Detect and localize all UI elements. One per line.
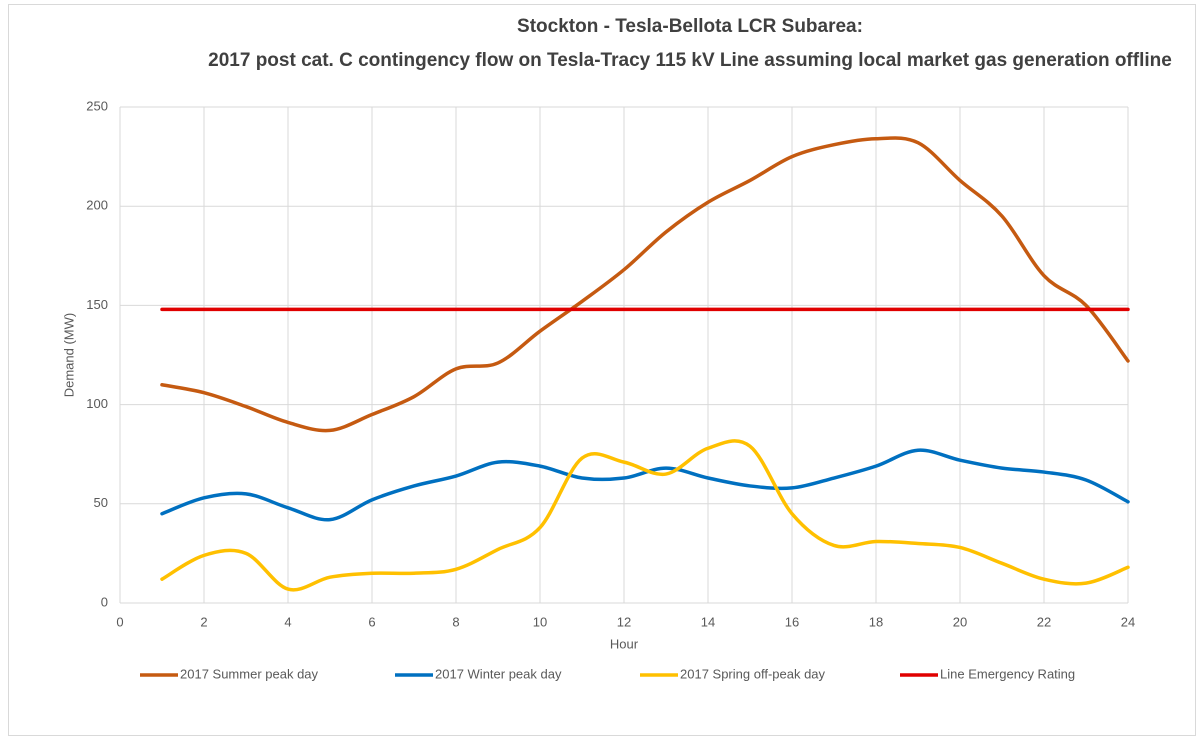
legend-label: 2017 Winter peak day [435, 666, 562, 681]
x-tick-label: 12 [617, 614, 631, 629]
y-tick-label: 150 [86, 297, 108, 312]
x-tick-label: 2 [200, 614, 207, 629]
series-line [160, 439, 1130, 592]
x-tick-label: 18 [869, 614, 883, 629]
series-line [160, 136, 1130, 433]
x-tick-label: 8 [452, 614, 459, 629]
x-tick-label: 4 [284, 614, 291, 629]
y-tick-label: 200 [86, 198, 108, 213]
x-tick-label: 24 [1121, 614, 1135, 629]
chart-title: Stockton - Tesla-Bellota LCR Subarea: [517, 16, 863, 37]
legend-label: 2017 Summer peak day [180, 666, 319, 681]
x-tick-label: 20 [953, 614, 967, 629]
chart-subtitle: 2017 post cat. C contingency flow on Tes… [208, 50, 1172, 71]
x-tick-label: 16 [785, 614, 799, 629]
x-tick-label: 22 [1037, 614, 1051, 629]
legend-label: 2017 Spring off-peak day [680, 666, 826, 681]
y-axis-label: Demand (MW) [61, 313, 76, 398]
y-tick-label: 0 [101, 594, 108, 609]
x-axis-label: Hour [610, 636, 639, 651]
legend-label: Line Emergency Rating [940, 666, 1075, 681]
y-tick-label: 50 [94, 495, 108, 510]
chart-frame [8, 4, 1196, 736]
y-tick-label: 250 [86, 98, 108, 113]
series-line [160, 448, 1130, 522]
x-tick-label: 14 [701, 614, 715, 629]
x-tick-label: 6 [368, 614, 375, 629]
x-tick-label: 0 [116, 614, 123, 629]
x-tick-label: 10 [533, 614, 547, 629]
y-tick-label: 100 [86, 396, 108, 411]
